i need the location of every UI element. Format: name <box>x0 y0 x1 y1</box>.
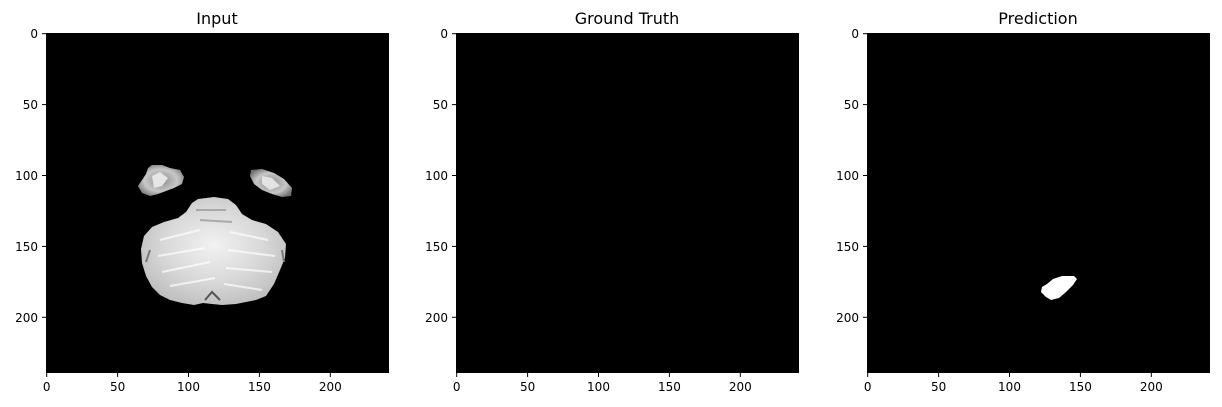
x-tick-label: 150 <box>1069 380 1092 394</box>
x-tick-labels-prediction: 0 50 100 150 200 <box>864 380 1163 394</box>
y-tick-label: 100 <box>15 169 38 183</box>
y-tick-label: 50 <box>23 98 38 112</box>
x-tick-label: 200 <box>729 380 752 394</box>
x-tick-label: 150 <box>248 380 271 394</box>
y-axis-input <box>42 33 46 318</box>
x-tick-labels-input: 0 50 100 150 200 <box>43 380 342 394</box>
x-axis-prediction <box>867 373 1152 377</box>
x-axis-ground-truth <box>456 373 741 377</box>
y-tick-label: 0 <box>30 27 38 41</box>
y-tick-label: 150 <box>15 240 38 254</box>
y-tick-label: 0 <box>851 27 859 41</box>
panel-input: Input <box>15 9 389 394</box>
x-tick-label: 150 <box>658 380 681 394</box>
y-tick-label: 200 <box>836 311 859 325</box>
y-tick-labels-input: 0 50 100 150 200 <box>15 27 38 325</box>
mri-brain-slice <box>138 165 292 305</box>
y-tick-label: 50 <box>844 98 859 112</box>
x-tick-labels-ground-truth: 0 50 100 150 200 <box>453 380 752 394</box>
y-tick-label: 100 <box>425 169 448 183</box>
image-prediction <box>867 33 1210 373</box>
x-tick-label: 0 <box>864 380 872 394</box>
y-tick-label: 100 <box>836 169 859 183</box>
panel-title-ground-truth: Ground Truth <box>575 9 680 28</box>
x-tick-label: 0 <box>453 380 461 394</box>
y-tick-label: 0 <box>440 27 448 41</box>
panel-ground-truth: Ground Truth 0 50 100 150 200 0 50 100 <box>425 9 799 394</box>
x-tick-label: 50 <box>931 380 946 394</box>
y-tick-label: 50 <box>433 98 448 112</box>
x-tick-label: 50 <box>520 380 535 394</box>
y-tick-labels-ground-truth: 0 50 100 150 200 <box>425 27 448 325</box>
x-tick-label: 50 <box>110 380 125 394</box>
x-tick-label: 100 <box>177 380 200 394</box>
x-tick-label: 0 <box>43 380 51 394</box>
x-tick-label: 100 <box>998 380 1021 394</box>
x-tick-label: 200 <box>1140 380 1163 394</box>
x-tick-label: 200 <box>319 380 342 394</box>
y-tick-label: 150 <box>836 240 859 254</box>
panel-prediction: Prediction 0 50 100 150 200 0 50 10 <box>836 9 1210 394</box>
image-ground-truth <box>456 33 799 373</box>
panel-title-prediction: Prediction <box>998 9 1077 28</box>
y-tick-label: 150 <box>425 240 448 254</box>
predicted-mask-region <box>1041 276 1077 300</box>
y-tick-labels-prediction: 0 50 100 150 200 <box>836 27 859 325</box>
y-axis-prediction <box>863 33 867 318</box>
panel-title-input: Input <box>196 9 237 28</box>
x-axis-input <box>46 373 331 377</box>
y-tick-label: 200 <box>425 311 448 325</box>
x-tick-label: 100 <box>587 380 610 394</box>
y-tick-label: 200 <box>15 311 38 325</box>
y-axis-ground-truth <box>452 33 456 318</box>
